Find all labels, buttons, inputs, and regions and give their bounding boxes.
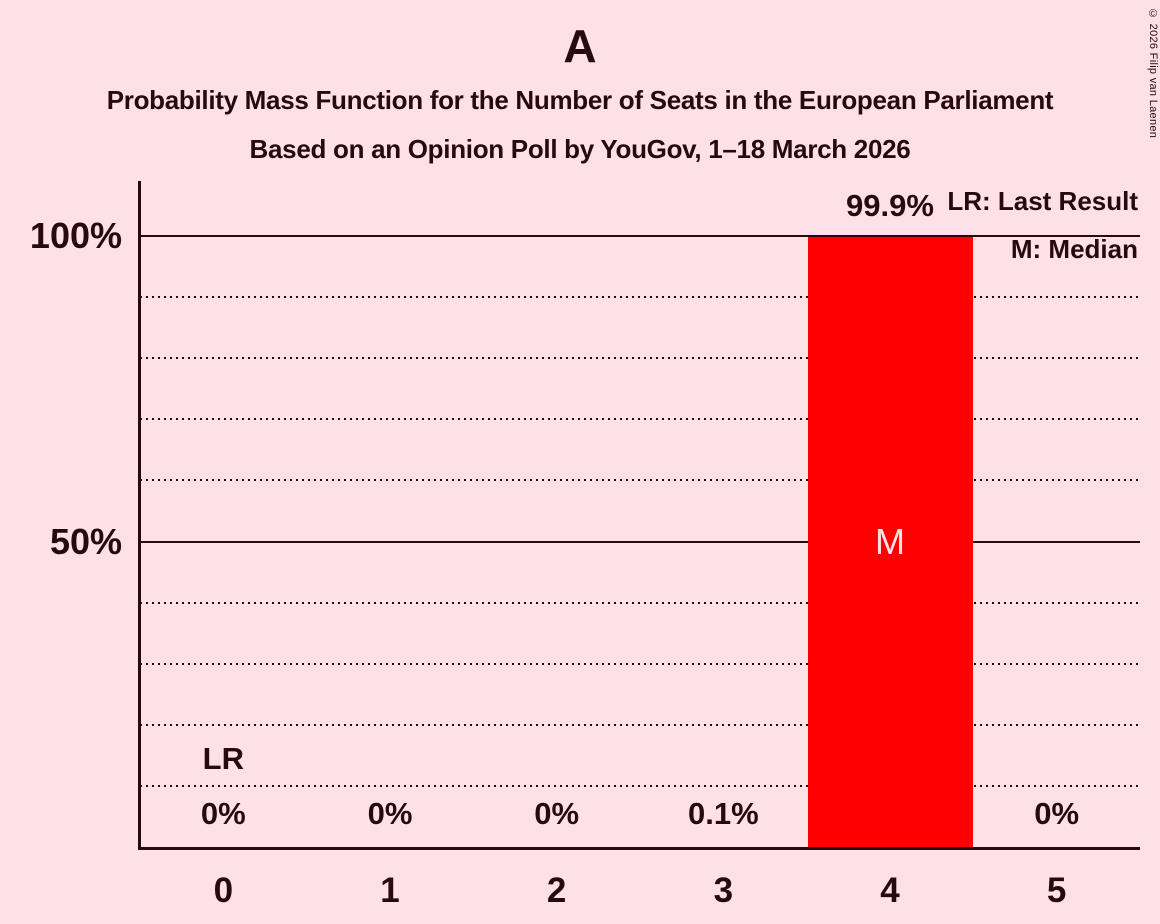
page-title: A (563, 20, 597, 72)
value-label-seats-2: 0% (534, 796, 580, 831)
value-label-seats-3: 0.1% (687, 796, 759, 831)
gridline-solid-50 (140, 540, 1140, 543)
gridline-dotted-70 (140, 418, 1140, 421)
gridline-dotted-20 (140, 723, 1140, 726)
gridline-dotted-80 (140, 357, 1140, 360)
gridline-dotted-40 (140, 601, 1140, 604)
last-result-marker: LR (202, 741, 244, 776)
x-axis-label-3: 3 (713, 871, 734, 910)
y-axis-label-100: 100% (29, 215, 122, 256)
gridline-dotted-60 (140, 479, 1140, 482)
x-axis-line (138, 847, 1140, 850)
value-label-seats-1: 0% (367, 796, 413, 831)
legend-median: M: Median (1010, 234, 1138, 264)
gridline-solid-100 (140, 235, 1140, 237)
y-axis-label-50: 50% (49, 520, 122, 562)
chart-subtitle-poll-info: Based on an Opinion Poll by YouGov, 1–18… (249, 134, 911, 164)
chart-subtitle: Probability Mass Function for the Number… (106, 85, 1054, 115)
copyright-notice: © 2026 Filip van Laenen (1147, 8, 1159, 139)
x-axis-label-2: 2 (546, 871, 567, 910)
value-label-seats-0: 0% (200, 796, 246, 831)
x-axis-label-0: 0 (213, 871, 234, 910)
y-axis-line (138, 181, 141, 850)
gridline-dotted-30 (140, 662, 1140, 665)
gridline-dotted-10 (140, 784, 1140, 787)
x-axis-label-4: 4 (880, 871, 900, 910)
median-marker: M (875, 520, 905, 562)
legend-last-result: LR: Last Result (947, 186, 1138, 216)
value-label-seats-5: 0% (1034, 796, 1080, 831)
bar-seats-4 (807, 236, 974, 847)
x-axis-label-5: 5 (1046, 871, 1067, 910)
x-axis-label-1: 1 (380, 871, 400, 910)
gridline-dotted-90 (140, 296, 1140, 299)
value-label-seats-4: 99.9% (846, 187, 934, 223)
